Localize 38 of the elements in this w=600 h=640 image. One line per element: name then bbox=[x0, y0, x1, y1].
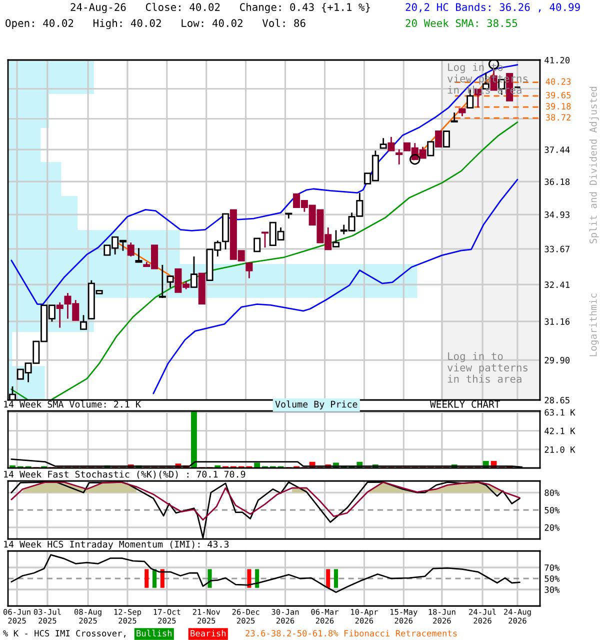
y-tick-label: 29.90 bbox=[544, 356, 570, 364]
y-tick-label: 34.93 bbox=[544, 211, 570, 218]
y-tick-label: 70% bbox=[544, 564, 560, 571]
y-tick-label: 21.0 K bbox=[544, 446, 576, 453]
y-tick-label: 30% bbox=[544, 586, 560, 593]
text: 20,2 HC Bands: 36.26 , 40.99 bbox=[406, 2, 580, 12]
y-tick-label: 32.41 bbox=[544, 281, 570, 288]
text: Logarithmic bbox=[589, 294, 599, 356]
y-tick-label: 63.1 K bbox=[544, 409, 576, 416]
ref-line-label: 38.72 bbox=[546, 114, 571, 121]
annotation: Log in to view patterns in this area bbox=[448, 352, 528, 383]
y-tick-label: 28.65 bbox=[544, 396, 570, 404]
y-tick-label: 33.67 bbox=[544, 246, 570, 252]
y-tick-label: 80% bbox=[544, 490, 560, 496]
chart-title: 14 Week HCS Intraday Momentum (IMI): 43.3 bbox=[4, 540, 229, 550]
text: Split and Dividend Adjusted bbox=[589, 86, 599, 244]
text: 23.6-38.2-50-61.8% Fibonacci Retracements bbox=[246, 630, 457, 637]
text: 20 Week SMA: 38.55 bbox=[406, 18, 518, 28]
y-tick-label: 50% bbox=[544, 506, 560, 514]
y-tick-label: 50% bbox=[544, 575, 560, 582]
y-tick-label: 42.1 K bbox=[544, 428, 576, 434]
chart-subtitle: Open: 40.02 High: 40.02 Low: 40.02 Vol: 86 bbox=[6, 18, 306, 30]
chart-title: 14 Week Fast Stochastic (%K)(%D) : 70.1 70.9 bbox=[4, 470, 246, 479]
y-tick-label: 31.16 bbox=[544, 318, 570, 325]
ref-line-label: 40.23 bbox=[546, 78, 571, 85]
text: Bearish bbox=[190, 630, 226, 637]
chart-title: 24-Aug-26 Close: 40.02 Change: 0.43 {+1.1 %} bbox=[70, 2, 370, 14]
y-tick-label: 41.20 bbox=[544, 56, 570, 64]
y-tick-label: 37.44 bbox=[544, 146, 570, 153]
text: Volume By Price bbox=[275, 400, 358, 410]
ref-line-label: 39.18 bbox=[546, 103, 571, 110]
chart-title: 14 Week SMA Volume: 2.1 K bbox=[4, 400, 141, 408]
y-tick-label: 20% bbox=[544, 524, 560, 531]
text: Bullish bbox=[136, 630, 172, 637]
text: WEEKLY CHART bbox=[430, 400, 500, 408]
ref-line-label: 39.65 bbox=[546, 92, 571, 98]
y-tick-label: 36.18 bbox=[544, 178, 570, 186]
legend-title: % K - HCS IMI Crossover, bbox=[3, 630, 126, 638]
